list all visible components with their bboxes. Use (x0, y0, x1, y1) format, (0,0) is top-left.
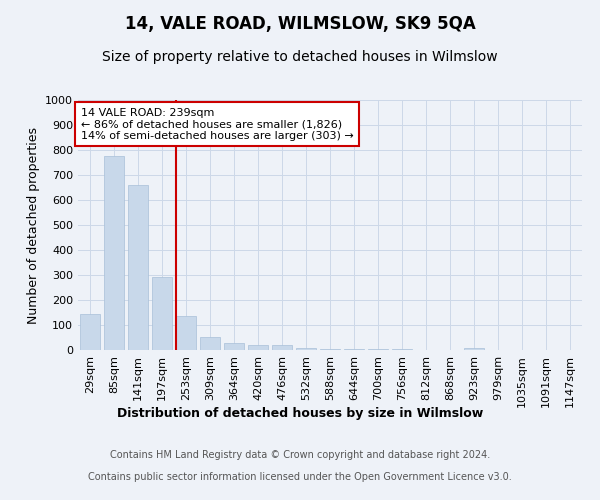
Bar (296, 348, 316, 350)
Bar (80, 314, 100, 350)
Bar (248, 344, 268, 350)
Text: Contains HM Land Registry data © Crown copyright and database right 2024.: Contains HM Land Registry data © Crown c… (110, 450, 490, 460)
Bar (392, 349, 412, 350)
Bar (464, 348, 484, 350)
Y-axis label: Number of detached properties: Number of detached properties (26, 126, 40, 324)
Bar (176, 316, 196, 350)
Bar (104, 156, 124, 350)
Bar (152, 277, 172, 350)
Bar (344, 349, 364, 350)
Bar (320, 348, 340, 350)
Text: Size of property relative to detached houses in Wilmslow: Size of property relative to detached ho… (102, 50, 498, 64)
Bar (272, 344, 292, 350)
Text: Distribution of detached houses by size in Wilmslow: Distribution of detached houses by size … (117, 408, 483, 420)
Bar (368, 349, 388, 350)
Text: 14, VALE ROAD, WILMSLOW, SK9 5QA: 14, VALE ROAD, WILMSLOW, SK9 5QA (125, 15, 475, 33)
Bar (200, 337, 220, 350)
Bar (224, 342, 244, 350)
Bar (128, 185, 148, 350)
Text: Contains public sector information licensed under the Open Government Licence v3: Contains public sector information licen… (88, 472, 512, 482)
Text: 14 VALE ROAD: 239sqm
← 86% of detached houses are smaller (1,826)
14% of semi-de: 14 VALE ROAD: 239sqm ← 86% of detached h… (80, 108, 353, 140)
